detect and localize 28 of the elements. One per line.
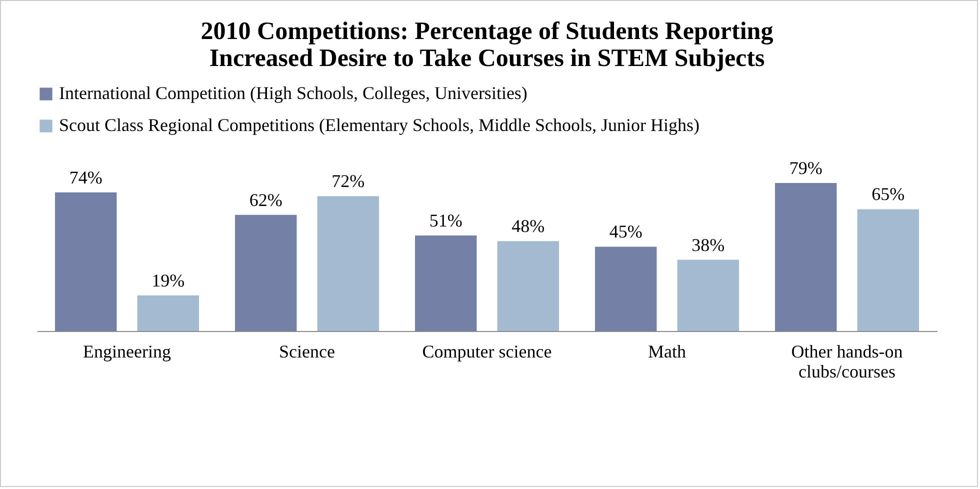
bar bbox=[415, 235, 477, 331]
data-label: 72% bbox=[332, 171, 365, 192]
bar bbox=[235, 214, 297, 331]
chart-title: 2010 Competitions: Percentage of Students Reporting Increased Desire to Take Courses in STEM Subjects bbox=[200, 18, 774, 72]
data-label: 38% bbox=[692, 234, 725, 255]
x-tick-label: Computer science bbox=[422, 342, 552, 362]
data-label: 48% bbox=[512, 216, 545, 236]
bar bbox=[55, 192, 117, 331]
legend-label: International Competition (High Schools, Colleges, Universities) bbox=[59, 83, 528, 103]
data-label: 79% bbox=[789, 158, 822, 178]
bar bbox=[677, 260, 739, 331]
bar bbox=[317, 196, 379, 331]
bar bbox=[857, 209, 919, 331]
data-label: 19% bbox=[152, 270, 185, 290]
x-tick-label: Other hands-on clubs/courses bbox=[791, 342, 903, 382]
bar bbox=[137, 295, 199, 331]
data-label: 51% bbox=[429, 210, 462, 230]
x-tick-label: Engineering bbox=[83, 342, 171, 362]
bar bbox=[595, 246, 657, 331]
x-tick-label: Science bbox=[279, 342, 335, 362]
x-tick-label: Math bbox=[648, 342, 686, 362]
data-label: 62% bbox=[249, 190, 282, 210]
data-label: 45% bbox=[609, 222, 642, 242]
bar bbox=[497, 241, 559, 331]
legend-label: Scout Class Regional Competitions (Elementary Schools, Middle Schools, Junior Highs) bbox=[59, 115, 700, 135]
data-label: 74% bbox=[69, 167, 102, 188]
data-label: 65% bbox=[872, 184, 905, 204]
bar bbox=[775, 183, 837, 331]
